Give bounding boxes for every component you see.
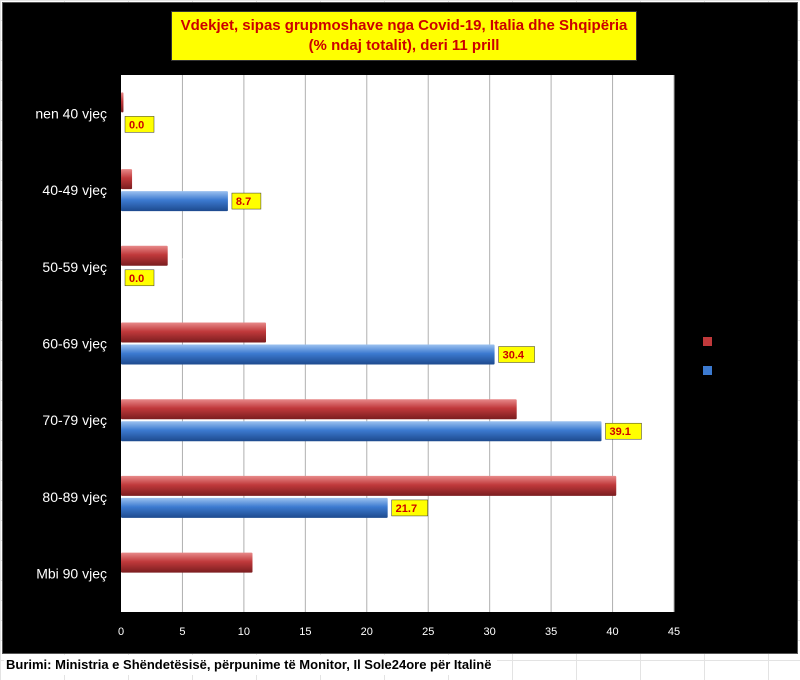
data-label-italia: 0.9 (140, 174, 155, 186)
data-label-shqiperia: 8.7 (236, 196, 251, 208)
data-label-box-shqiperia (605, 422, 642, 440)
legend-label-italia: Italia (720, 333, 750, 349)
source-note: Burimi: Ministria e Shëndetësisë, përpun… (4, 655, 498, 675)
data-label-shqiperia: 0.0 (129, 119, 144, 131)
y-category-label: 60-69 vjeç (42, 336, 107, 352)
legend-swatch-italia (703, 336, 712, 346)
chart-title: Vdekjet, sipas grupmoshave nga Covid-19,… (171, 11, 637, 61)
data-label-box-shqiperia (124, 116, 155, 133)
legend-swatch-shqiperia (703, 365, 712, 375)
x-tick-label: 15 (299, 626, 311, 638)
legend-label-shqiperia: Shqipëria (720, 362, 780, 378)
data-label-box-shqiperia (498, 346, 535, 363)
data-label-shqiperia: 30.4 (503, 350, 525, 362)
x-tick-label: 45 (668, 626, 680, 638)
bar-shqiperia (121, 191, 228, 212)
data-label-shqiperia: 21.7 (396, 503, 417, 515)
x-tick-label: 25 (422, 626, 434, 638)
bar-italia (121, 245, 168, 266)
bar-italia (121, 322, 267, 343)
legend-item-italia: Italia (703, 333, 750, 349)
data-label-italia: 3.8 (176, 251, 191, 263)
x-tick-label: 0 (118, 626, 124, 638)
chart-title-line1: Vdekjet, sipas grupmoshave nga Covid-19,… (180, 17, 628, 34)
x-tick-label: 40 (606, 626, 618, 638)
data-label-italia: 0.2 (131, 97, 146, 109)
data-labels: 0.2 0.9 3.8 11.8 32.2 40.3 10.7 0.0 8.7 0.0 30.4 39… (124, 97, 646, 570)
bar-shqiperia (121, 497, 388, 518)
data-label-box-shqiperia (231, 192, 262, 210)
x-tick-label: 5 (179, 626, 185, 638)
axes: 0 5 10 15 20 25 30 35 40 45 nen 40 vjeç 40-49 vjeç 5… (35, 105, 680, 638)
bar-italia (121, 475, 617, 496)
data-label-box-shqiperia (124, 269, 155, 287)
y-category-label: nen 40 vjeç (35, 105, 107, 121)
data-label-italia: 10.7 (260, 558, 281, 570)
x-tick-label: 35 (545, 626, 557, 638)
bars (121, 92, 617, 573)
y-category-label: Mbi 90 vjeç (36, 566, 107, 582)
data-label-italia: 32.2 (525, 404, 546, 416)
plot-area (121, 75, 674, 612)
bar-italia (121, 92, 124, 113)
y-category-label: 70-79 vjeç (42, 412, 107, 428)
data-label-shqiperia: 39.1 (609, 426, 630, 438)
x-tick-label: 30 (484, 626, 496, 638)
data-label-italia: 40.3 (624, 481, 645, 493)
chart-frame[interactable]: Vdekjet, sipas grupmoshave nga Covid-19,… (2, 2, 798, 654)
y-category-label: 50-59 vjeç (42, 259, 107, 275)
bar-italia (121, 552, 253, 573)
bar-shqiperia (121, 344, 495, 365)
bar-chart: 0.2 0.9 3.8 11.8 32.2 40.3 10.7 0.0 8.7 0.0 30.4 39… (35, 75, 680, 638)
legend-item-shqiperia: Shqipëria (703, 362, 779, 378)
x-tick-label: 20 (361, 626, 373, 638)
grid-lines (181, 75, 675, 612)
bar-italia (121, 169, 133, 190)
data-label-shqiperia: 0.0 (129, 273, 144, 285)
x-tick-label: 10 (238, 626, 250, 638)
data-label-box-shqiperia (391, 499, 428, 517)
bar-shqiperia (121, 421, 602, 442)
y-category-label: 80-89 vjeç (42, 489, 107, 505)
y-category-label: 40-49 vjeç (42, 182, 107, 198)
chart-title-line2: (% ndaj totalit), deri 11 prill (308, 37, 500, 54)
bar-italia (121, 399, 517, 420)
data-label-italia: 11.8 (274, 328, 295, 340)
